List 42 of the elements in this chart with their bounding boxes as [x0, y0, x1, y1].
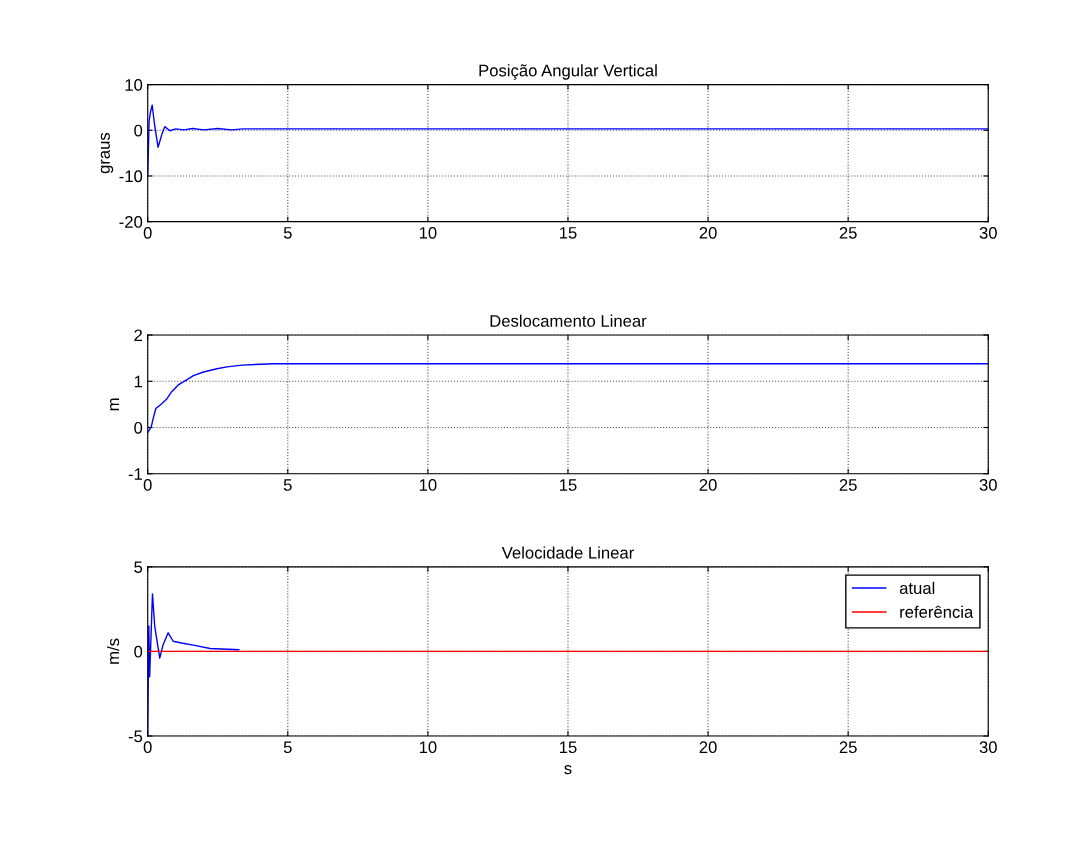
- x-tick-label: 0: [143, 479, 152, 491]
- x-tick-label: 15: [559, 479, 577, 491]
- x-tick-label: 25: [839, 479, 857, 491]
- y-axis-title: m/s: [106, 638, 120, 664]
- y-tick-label: -10: [119, 170, 143, 183]
- legend-label: atual: [899, 581, 935, 595]
- x-tick-label: 30: [979, 226, 997, 239]
- x-tick-label: 20: [699, 226, 717, 239]
- y-tick-label: 0: [134, 645, 143, 658]
- legend-label: referência: [900, 605, 974, 618]
- x-tick-label: 5: [283, 479, 292, 491]
- x-tick-label: 0: [143, 741, 152, 754]
- y-tick-label: 5: [134, 561, 143, 574]
- x-tick-label: 30: [979, 741, 997, 754]
- y-axis-title: graus: [100, 132, 114, 174]
- y-tick-label: -5: [128, 730, 143, 743]
- x-tick-label: 5: [283, 227, 292, 239]
- x-tick-label: 10: [419, 226, 437, 239]
- y-axis-title: m: [110, 398, 119, 411]
- y-tick-label: -20: [119, 216, 143, 228]
- x-tick-label: 25: [839, 741, 857, 754]
- line-series: [147, 362, 989, 434]
- y-tick-label: 10: [125, 79, 143, 91]
- x-tick-label: 15: [559, 741, 577, 754]
- y-tick-label: -1: [128, 468, 143, 480]
- y-tick-label: 0: [134, 124, 143, 137]
- chart-title: Deslocamento Linear: [490, 314, 647, 327]
- x-tick-label: 10: [419, 479, 437, 491]
- y-tick-label: 0: [134, 421, 143, 434]
- y-tick-label: 2: [134, 329, 142, 342]
- x-tick-label: 25: [839, 226, 857, 239]
- x-tick-label: 10: [419, 741, 437, 754]
- x-tick-label: 20: [699, 479, 717, 491]
- chart-title: Velocidade Linear: [501, 546, 634, 559]
- x-tick-label: 20: [699, 741, 717, 754]
- x-tick-label: 0: [143, 226, 152, 239]
- x-tick-label: 30: [979, 479, 997, 491]
- x-axis-title: s: [564, 765, 572, 775]
- y-tick-label: 1: [134, 375, 143, 388]
- x-tick-label: 15: [559, 227, 577, 239]
- x-tick-label: 5: [283, 741, 292, 754]
- chart-title: Posição Angular Vertical: [479, 64, 657, 80]
